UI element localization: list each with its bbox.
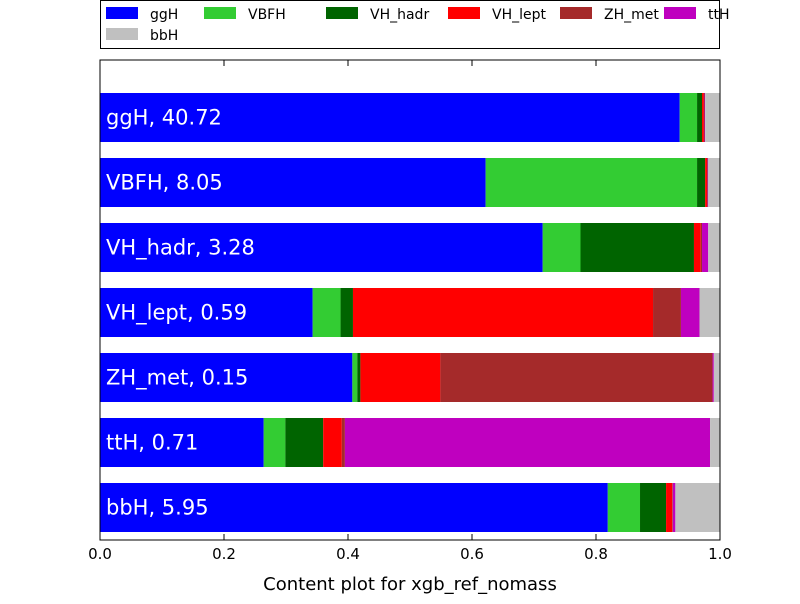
bar-label: ttH, 0.71 — [106, 431, 198, 455]
legend-label: VH_hadr — [370, 7, 429, 23]
bar-segment-zh-met — [341, 418, 345, 467]
bar-segment-ggh — [100, 158, 486, 207]
bar-segment-vh-hadr — [580, 223, 694, 272]
legend-label: ggH — [150, 7, 178, 23]
bar-segment-bbh — [708, 158, 720, 207]
bar-segment-vbfh — [542, 223, 581, 272]
bar-segment-tth — [680, 288, 700, 337]
bar-segment-ggh — [100, 288, 313, 337]
bar-segment-zh-met — [440, 353, 713, 402]
legend-label: bbH — [150, 28, 178, 44]
bar-segment-bbh — [710, 418, 720, 467]
bar-label: VH_hadr, 3.28 — [106, 236, 255, 261]
bar-segment-ggh — [100, 223, 543, 272]
bar-segment-zh-met — [703, 93, 705, 142]
bar-segment-vh-hadr — [340, 288, 353, 337]
legend-label: VH_lept — [492, 7, 546, 23]
bar-segment-vbfh — [263, 418, 286, 467]
bar-segment-ggh — [100, 93, 680, 142]
bar-segment-zh-met — [700, 223, 703, 272]
legend-box — [100, 0, 720, 49]
bar-segment-vbfh — [312, 288, 341, 337]
bar-segment-vh-lept — [360, 353, 441, 402]
bar-segment-tth — [704, 93, 706, 142]
bar-segment-bbh — [713, 353, 720, 402]
bar-segment-vh-lept — [666, 483, 673, 532]
bar-segment-zh-met — [706, 158, 708, 207]
plot-frame — [99, 59, 721, 541]
legend-swatch — [664, 7, 696, 19]
bar-segment-vh-hadr — [640, 483, 667, 532]
legend-label: ttH — [708, 7, 730, 23]
bar-label: VBFH, 8.05 — [106, 171, 223, 195]
legend: ggH VBFH VH_hadr VH_lept ZH_met ttH bbH — [100, 0, 730, 49]
bar-segment-vh-hadr — [697, 158, 706, 207]
legend-swatch — [326, 7, 358, 19]
legend-swatch — [448, 7, 480, 19]
bar-segment-bbh — [675, 483, 720, 532]
bar-segment-vh-lept — [352, 288, 654, 337]
bar-labels: ggH, 40.72 VBFH, 8.05 VH_hadr, 3.28 VH_lept… — [106, 106, 255, 520]
bar-segment-zh-met — [672, 483, 673, 532]
bar-segment-tth — [672, 483, 676, 532]
bar-label: bbH, 5.95 — [106, 496, 209, 520]
bar-segment-zh-met — [653, 288, 681, 337]
bar-segment-ggh — [100, 353, 353, 402]
bar-segment-vh-lept — [323, 418, 342, 467]
bar-segment-vh-hadr — [697, 93, 703, 142]
bar-segment-vh-hadr — [357, 353, 361, 402]
bar-segment-tth — [702, 223, 709, 272]
x-axis-label: Content plot for xgb_ref_nomass — [263, 574, 557, 595]
bar-segment-bbh — [699, 288, 720, 337]
bar-segment-tth — [344, 418, 711, 467]
legend-swatch — [204, 7, 236, 19]
x-tick-label: 0.8 — [584, 545, 608, 563]
bar-segment-vh-lept — [693, 223, 701, 272]
bar-segment-ggh — [100, 418, 264, 467]
x-tick-label: 1.0 — [708, 545, 732, 563]
legend-label: VBFH — [248, 7, 286, 23]
bar-label: ggH, 40.72 — [106, 106, 222, 130]
bar-segment-vbfh — [607, 483, 641, 532]
legend-swatch — [560, 7, 592, 19]
legend-label: ZH_met — [604, 7, 659, 23]
bar-segment-tth — [712, 353, 714, 402]
bar-label: VH_lept, 0.59 — [106, 301, 247, 326]
x-tick-label: 0.2 — [212, 545, 236, 563]
bar-label: ZH_met, 0.15 — [106, 366, 248, 391]
bar-segment-bbh — [708, 223, 720, 272]
x-tick-label: 0.6 — [460, 545, 484, 563]
bar-segment-vbfh — [679, 93, 698, 142]
bar-segment-vh-lept — [702, 93, 704, 142]
bar-segment-bbh — [705, 93, 720, 142]
x-axis: 0.0 0.2 0.4 0.6 0.8 1.0 — [88, 60, 732, 563]
bar-segment-vbfh — [352, 353, 358, 402]
x-tick-label: 0.4 — [336, 545, 360, 563]
bars — [100, 93, 720, 532]
bar-segment-vh-hadr — [285, 418, 324, 467]
bar-segment-vh-lept — [705, 158, 707, 207]
legend-swatch — [106, 7, 138, 19]
bar-segment-tth — [707, 158, 709, 207]
x-tick-label: 0.0 — [88, 545, 112, 563]
legend-swatch — [106, 28, 138, 40]
bar-segment-ggh — [100, 483, 608, 532]
bar-segment-vbfh — [485, 158, 698, 207]
